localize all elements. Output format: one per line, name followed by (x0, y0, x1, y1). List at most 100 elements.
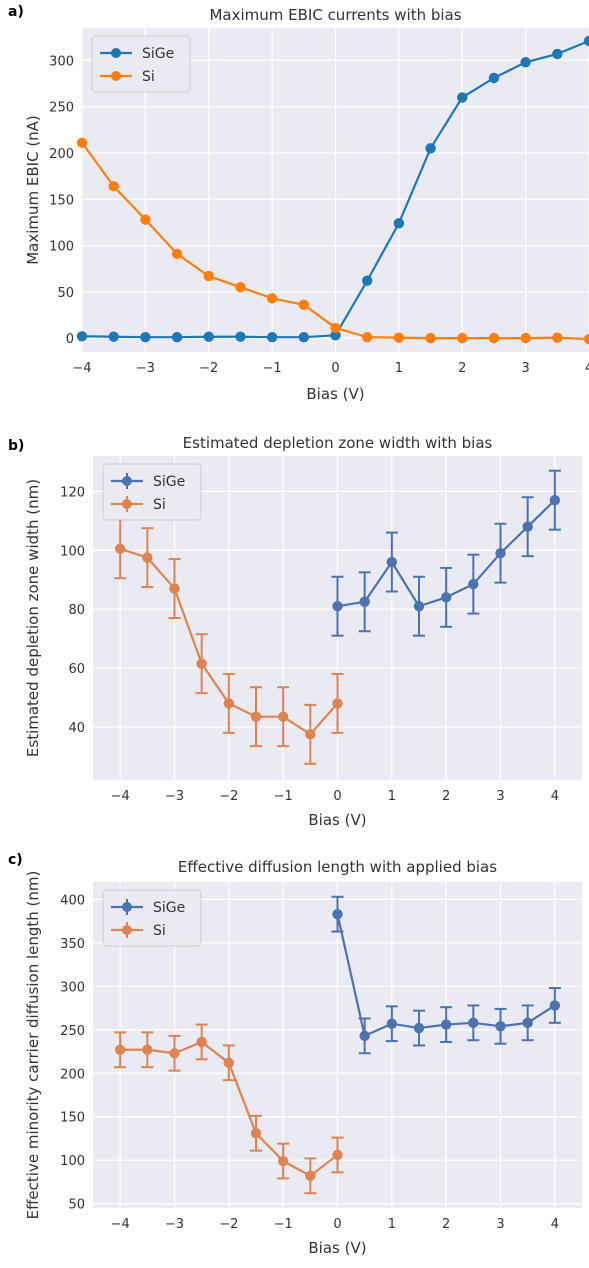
x-tick-label: −3 (165, 1217, 184, 1232)
chart-title: Maximum EBIC currents with bias (209, 6, 461, 24)
data-point (305, 1170, 316, 1182)
x-tick-label: −1 (263, 361, 282, 376)
legend-marker (122, 902, 132, 912)
chart-title: Effective diffusion length with applied … (178, 858, 497, 876)
data-point (330, 330, 341, 341)
x-tick-label: 1 (388, 789, 396, 804)
y-tick-label: 100 (49, 240, 74, 255)
x-tick-label: 4 (551, 1217, 559, 1232)
x-axis-label: Bias (V) (308, 811, 366, 829)
legend: SiGe Si (102, 463, 202, 521)
legend-box (102, 889, 202, 947)
data-point (583, 35, 589, 47)
data-point (413, 601, 425, 612)
data-point (552, 48, 563, 60)
data-point (266, 293, 278, 304)
legend-label: SiGe (153, 474, 185, 490)
data-point (549, 494, 561, 506)
x-tick-label: 3 (496, 789, 504, 804)
legend-marker (122, 476, 132, 486)
x-tick-label: 3 (496, 1217, 504, 1232)
data-point (140, 331, 151, 343)
data-point (235, 331, 246, 342)
data-point (520, 332, 531, 344)
data-point (520, 57, 531, 68)
data-point (223, 1057, 235, 1069)
x-tick-label: −4 (72, 361, 91, 376)
x-tick-label: 1 (395, 361, 403, 376)
legend-label: Si (142, 69, 155, 85)
data-point (359, 1030, 370, 1042)
y-tick-label: 400 (60, 893, 85, 908)
data-point (76, 331, 88, 342)
data-point (196, 1036, 207, 1048)
x-tick-label: 1 (388, 1217, 396, 1232)
data-point (114, 543, 126, 554)
x-tick-label: 4 (585, 361, 589, 376)
data-point (393, 218, 405, 229)
y-tick-label: 350 (60, 937, 85, 952)
x-axis-label: Bias (V) (308, 1239, 366, 1257)
data-point (266, 331, 278, 343)
data-point (223, 698, 235, 709)
y-tick-label: 250 (49, 101, 74, 116)
data-point (76, 137, 88, 148)
panel-label: b) (8, 438, 25, 454)
legend-marker (122, 499, 132, 509)
data-point (250, 711, 262, 722)
legend: SiGe Si (91, 35, 191, 93)
y-tick-label: 100 (60, 1154, 85, 1169)
legend-marker (111, 48, 121, 58)
data-point (196, 658, 207, 669)
y-tick-label: 50 (68, 1198, 85, 1213)
data-point (468, 578, 479, 590)
series-si (114, 1023, 344, 1195)
data-point (425, 332, 436, 344)
data-point (332, 908, 343, 920)
chart-depletion-width: −4 −3 −2 −1 0 1 2 3 4 40 60 80 100 120 Estimated deple… (24, 434, 582, 829)
y-tick-label: 80 (68, 603, 85, 618)
data-point (140, 214, 151, 225)
legend: SiGe Si (102, 889, 202, 947)
data-point (488, 72, 500, 84)
data-point (425, 143, 436, 154)
y-tick-label: 150 (60, 1111, 85, 1126)
y-axis-label: Estimated depletion zone width (nm) (24, 479, 42, 757)
data-point (142, 1044, 153, 1055)
x-tick-label: −2 (219, 1217, 238, 1232)
data-point (359, 596, 370, 607)
legend-label: Si (153, 497, 166, 513)
y-axis-label: Maximum EBIC (nA) (24, 115, 42, 265)
data-point (108, 181, 119, 192)
data-point (169, 583, 180, 594)
y-tick-label: 200 (60, 1067, 85, 1082)
data-point (361, 275, 373, 286)
x-tick-label: 2 (442, 789, 450, 804)
chart-ebic-currents: −4 −3 −2 −1 0 1 2 3 4 0 50 100 150 200 250 300 Maximum E… (24, 6, 589, 403)
data-point (549, 1000, 561, 1011)
x-tick-label: 2 (458, 361, 466, 376)
x-tick-label: −3 (165, 789, 184, 804)
chart-title: Estimated depletion zone width with bias (183, 434, 493, 452)
data-point (393, 332, 405, 343)
data-point (583, 333, 589, 345)
x-tick-label: 0 (333, 789, 341, 804)
data-point (114, 1044, 126, 1055)
x-tick-label: 0 (331, 361, 339, 376)
data-point (440, 1019, 452, 1030)
data-point (203, 270, 214, 282)
x-tick-label: −2 (219, 789, 238, 804)
data-point (298, 299, 310, 310)
legend-marker (122, 925, 132, 935)
legend-box (91, 35, 191, 93)
x-tick-label: −2 (199, 361, 218, 376)
legend-label: SiGe (142, 46, 174, 62)
legend-label: SiGe (153, 900, 185, 916)
data-point (495, 1021, 506, 1032)
data-point (468, 1017, 479, 1029)
chart-diffusion-length: −4 −3 −2 −1 0 1 2 3 4 50 100 150 200 250 300 350 400 Effe… (24, 858, 582, 1257)
x-tick-label: 2 (442, 1217, 450, 1232)
data-point (386, 1018, 398, 1029)
data-point (332, 601, 343, 612)
data-point (440, 592, 452, 603)
